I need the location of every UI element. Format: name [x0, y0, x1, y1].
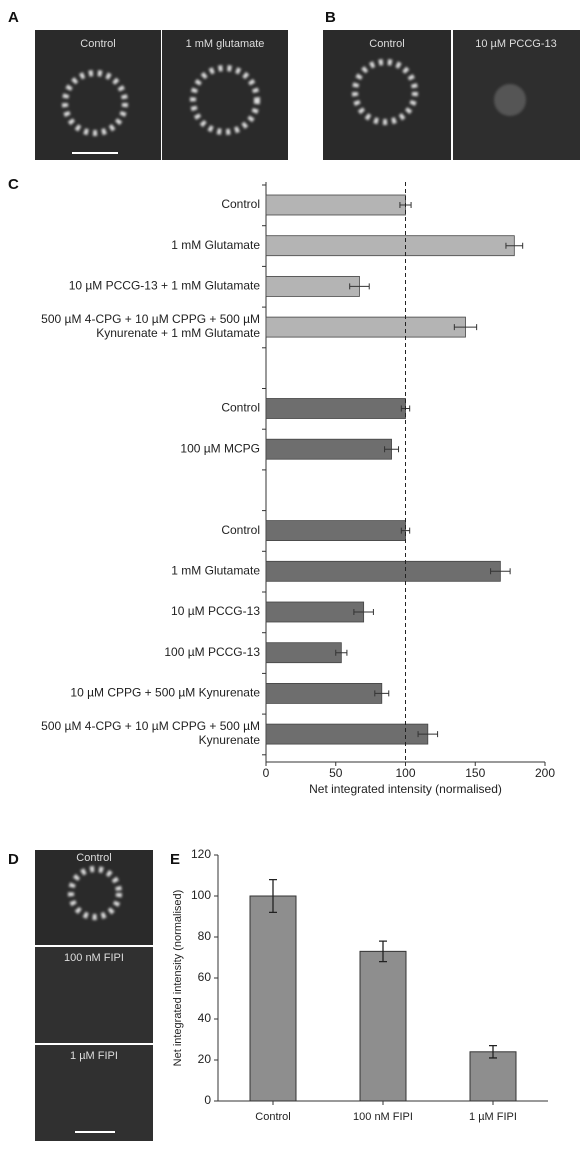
panel-label: C [8, 176, 19, 193]
error-bar [269, 878, 277, 914]
error-bar [505, 242, 524, 249]
bar [265, 316, 466, 338]
y-axis-label: Net integrated intensity (normalised) [172, 890, 184, 1067]
y-tick-label: 10 µM CPPG + 500 µM Kynurenate [70, 686, 260, 700]
bar [249, 895, 297, 1102]
y-tick-label: 1 mM Glutamate [171, 563, 260, 577]
x-tick-label: 100 nM FIPI [353, 1111, 413, 1123]
bar [265, 438, 392, 460]
y-tick-label: 20 [198, 1052, 212, 1066]
bar [265, 235, 515, 257]
x-tick-label: Control [255, 1111, 290, 1123]
y-tick-label: 10 µM PCCG-13 + 1 mM Glutamate [69, 279, 261, 293]
error-bar [353, 609, 374, 615]
y-tick-label: 100 [191, 888, 211, 902]
panel-label: D [8, 851, 19, 868]
y-tick-label: 1 mM Glutamate [171, 238, 260, 252]
bar [265, 520, 406, 541]
x-tick-label: 200 [535, 766, 555, 780]
y-tick-label: 100 µM MCPG [180, 441, 260, 455]
image-caption: 1 µM FIPI [70, 1050, 118, 1062]
x-axis-label: Net integrated intensity (normalised) [309, 782, 502, 796]
bar [469, 1051, 517, 1102]
y-tick-label: 10 µM PCCG-13 [171, 604, 260, 618]
y-tick-label: Control [221, 523, 260, 537]
bar [265, 723, 429, 745]
panel-label: B [325, 9, 336, 26]
bar [265, 601, 365, 623]
micrographs [35, 30, 580, 1141]
error-bar [490, 568, 511, 575]
y-tick-label: 500 µM 4-CPG + 10 µM CPPG + 500 µM Kynure… [41, 719, 260, 747]
error-bar [379, 940, 387, 963]
y-tick-label: 60 [198, 970, 212, 984]
bar [265, 194, 406, 216]
error-bar [453, 324, 478, 331]
error-bar [384, 446, 400, 453]
error-bar [417, 731, 439, 738]
x-tick-label: 0 [263, 766, 270, 780]
x-tick-label: 100 [395, 766, 415, 780]
y-tick-label: 40 [198, 1011, 212, 1025]
x-tick-label: 1 µM FIPI [469, 1111, 517, 1123]
image-caption: Control [369, 38, 404, 50]
panel-label: E [170, 851, 180, 868]
bar [265, 398, 406, 419]
bar [265, 683, 383, 704]
bar [265, 560, 501, 582]
y-tick-label: 80 [198, 929, 212, 943]
y-tick-label: 0 [204, 1093, 211, 1107]
x-tick-label: 50 [329, 766, 343, 780]
image-caption: 100 nM FIPI [64, 952, 124, 964]
bar [265, 275, 360, 297]
image-caption: 10 µM PCCG-13 [475, 38, 557, 50]
panel-label: A [8, 9, 19, 26]
y-tick-label: 500 µM 4-CPG + 10 µM CPPG + 500 µM Kynure… [41, 312, 260, 340]
bar [359, 950, 407, 1102]
error-bar [349, 283, 370, 290]
image-caption: Control [76, 852, 111, 864]
y-tick-label: Control [221, 197, 260, 211]
error-bar [335, 649, 348, 656]
error-bar [374, 690, 390, 697]
image-caption: 1 mM glutamate [186, 38, 265, 50]
bar [265, 642, 342, 664]
image-caption: Control [80, 38, 115, 50]
y-tick-label: 100 µM PCCG-13 [164, 645, 260, 659]
y-tick-label: 120 [191, 847, 211, 861]
y-tick-label: Control [221, 401, 260, 415]
error-bar [489, 1045, 497, 1059]
x-tick-label: 150 [465, 766, 485, 780]
error-bar [400, 527, 411, 534]
